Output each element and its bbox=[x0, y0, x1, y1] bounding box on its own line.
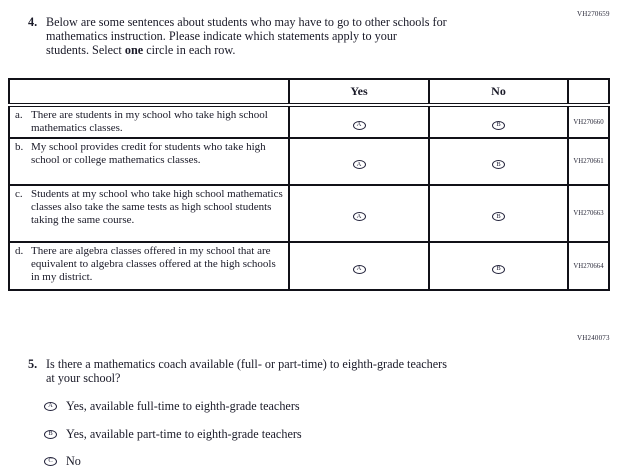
no-cell: B bbox=[428, 241, 569, 291]
question-4-line3-bold: one bbox=[124, 43, 144, 57]
no-cell: B bbox=[428, 137, 569, 186]
option-label: Yes, available full-time to eighth-grade… bbox=[66, 399, 300, 413]
table-row-c: c. Students at my school who take high s… bbox=[8, 184, 610, 243]
answer-bubble-no-d[interactable]: B bbox=[492, 264, 505, 274]
column-header-yes: Yes bbox=[288, 78, 430, 107]
statement-cell: b. My school provides credit for student… bbox=[8, 137, 290, 186]
table-row-b: b. My school provides credit for student… bbox=[8, 137, 610, 186]
question-5-text: Is there a mathematics coach available (… bbox=[46, 357, 447, 385]
yes-cell: A bbox=[288, 137, 430, 186]
question-5-line1: Is there a mathematics coach available (… bbox=[46, 357, 447, 371]
answer-bubble-yes-a[interactable]: A bbox=[352, 120, 366, 130]
question-5-number: 5. bbox=[28, 357, 38, 371]
option-no: C No bbox=[44, 455, 302, 468]
option-part-time: B Yes, available part-time to eighth-gra… bbox=[44, 426, 302, 441]
yes-cell: A bbox=[288, 104, 430, 139]
statement-text: There are students in my school who take… bbox=[31, 109, 268, 134]
table-header-row: Yes No bbox=[8, 78, 610, 107]
row-code: VH270660 bbox=[567, 104, 610, 139]
statement-text: There are algebra classes offered in my … bbox=[31, 245, 276, 283]
answer-bubble-yes-b[interactable]: A bbox=[352, 160, 366, 170]
header-code-cell bbox=[567, 78, 610, 107]
question-4-accession-code: VH270659 bbox=[577, 10, 610, 18]
column-header-no: No bbox=[428, 78, 569, 107]
question-5-line2: at your school? bbox=[46, 371, 121, 385]
question-4: 4. Below are some sentences about studen… bbox=[28, 15, 573, 57]
no-cell: B bbox=[428, 184, 569, 243]
option-label: Yes, available part-time to eighth-grade… bbox=[66, 426, 302, 441]
question-4-line2: mathematics instruction. Please indicate… bbox=[46, 29, 397, 43]
answer-bubble-no-b[interactable]: B bbox=[492, 160, 505, 170]
statement-cell: d. There are algebra classes offered in … bbox=[8, 241, 290, 291]
table-row-a: a. There are students in my school who t… bbox=[8, 104, 610, 139]
option-bubble-c[interactable]: C bbox=[44, 457, 57, 466]
answer-bubble-no-c[interactable]: B bbox=[492, 212, 505, 222]
option-full-time: A Yes, available full-time to eighth-gra… bbox=[44, 400, 302, 413]
statement-letter: a. bbox=[15, 109, 23, 121]
row-code: VH270664 bbox=[567, 241, 610, 291]
question-4-line1: Below are some sentences about students … bbox=[46, 15, 447, 29]
question-4-response-table: Yes No a. There are students in my schoo… bbox=[8, 78, 610, 291]
answer-bubble-yes-d[interactable]: A bbox=[352, 264, 366, 274]
yes-cell: A bbox=[288, 184, 430, 243]
yes-cell: A bbox=[288, 241, 430, 291]
statement-letter: b. bbox=[15, 141, 24, 153]
question-5-accession-code: VH240073 bbox=[577, 334, 610, 342]
option-bubble-b[interactable]: B bbox=[44, 429, 57, 439]
table-row-d: d. There are algebra classes offered in … bbox=[8, 241, 610, 291]
statement-letter: c. bbox=[15, 188, 23, 200]
header-empty-cell bbox=[8, 78, 290, 107]
row-code: VH270661 bbox=[567, 137, 610, 186]
question-5-options: A Yes, available full-time to eighth-gra… bbox=[44, 400, 302, 476]
statement-cell: c. Students at my school who take high s… bbox=[8, 184, 290, 243]
question-4-number: 4. bbox=[28, 15, 38, 29]
option-label: No bbox=[66, 454, 81, 468]
question-5: 5. Is there a mathematics coach availabl… bbox=[28, 357, 573, 385]
question-4-line3-post: circle in each row. bbox=[143, 43, 236, 57]
option-bubble-a[interactable]: A bbox=[44, 402, 57, 411]
statement-cell: a. There are students in my school who t… bbox=[8, 104, 290, 139]
statement-text: Students at my school who take high scho… bbox=[31, 188, 283, 226]
row-code: VH270663 bbox=[567, 184, 610, 243]
statement-text: My school provides credit for students w… bbox=[31, 141, 266, 166]
question-4-line3-pre: students. Select bbox=[46, 43, 125, 57]
no-cell: B bbox=[428, 104, 569, 139]
question-4-text: Below are some sentences about students … bbox=[46, 15, 447, 57]
answer-bubble-no-a[interactable]: B bbox=[492, 120, 505, 130]
statement-letter: d. bbox=[15, 245, 24, 257]
answer-bubble-yes-c[interactable]: A bbox=[352, 212, 366, 222]
